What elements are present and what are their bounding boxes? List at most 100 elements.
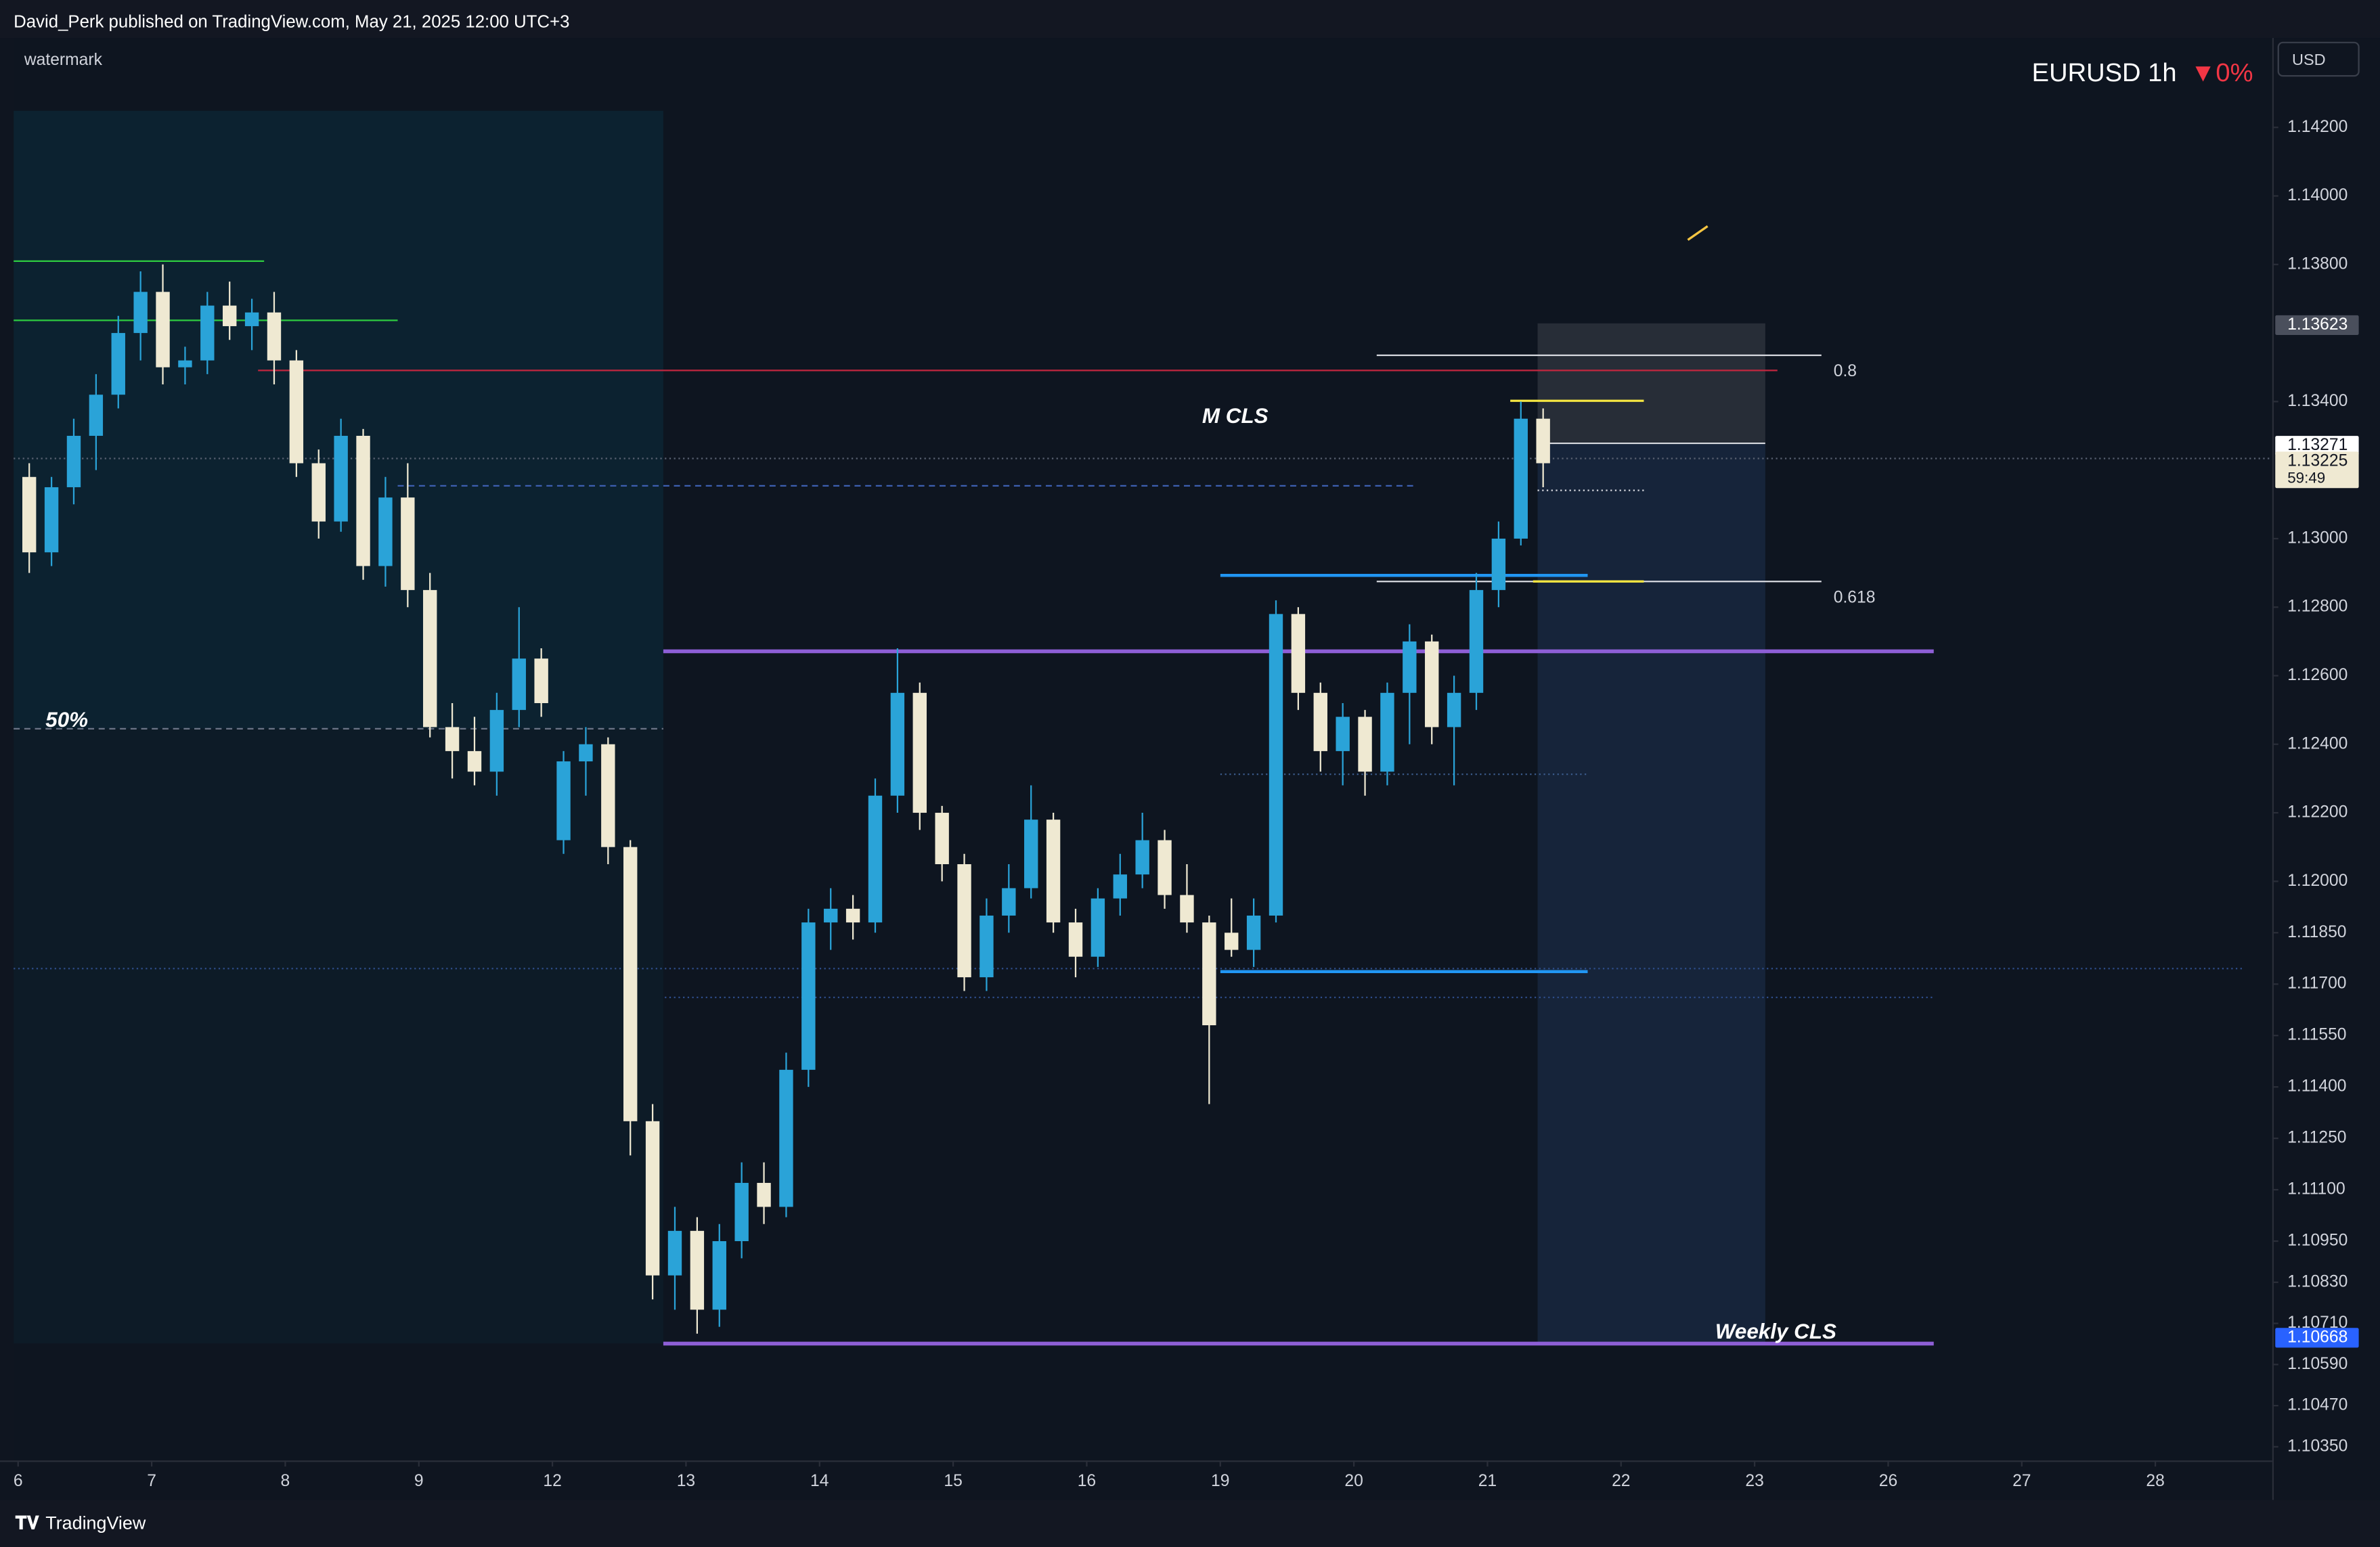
- candle-body: [356, 436, 370, 566]
- candle-body: [1246, 915, 1261, 950]
- x-tick-label: 23: [1745, 1472, 1763, 1490]
- drawing: [1687, 225, 1709, 241]
- footer-bar: [0, 1500, 2380, 1547]
- y-tick-label: 1.12000: [2287, 872, 2348, 890]
- candle-body: [1514, 418, 1528, 539]
- candle-body: [1380, 692, 1394, 772]
- y-tick-label: 1.12600: [2287, 666, 2348, 684]
- candle-body: [1180, 895, 1194, 923]
- candle-body: [556, 761, 571, 840]
- candle-body: [200, 305, 215, 361]
- candle-body: [1425, 641, 1439, 727]
- candle-body: [401, 497, 415, 590]
- candle-body: [1403, 641, 1417, 693]
- y-tick-label: 1.14200: [2287, 118, 2348, 136]
- candle-body: [801, 922, 816, 1070]
- y-tick-label: 1.12400: [2287, 734, 2348, 753]
- price-label: 1.10668: [2287, 1328, 2348, 1346]
- price-label-box: [2275, 315, 2359, 336]
- candle-body: [311, 463, 326, 522]
- x-tick-label: 21: [1478, 1472, 1497, 1490]
- candle-body: [534, 658, 548, 703]
- y-tick-label: 1.10950: [2287, 1232, 2348, 1250]
- y-tick-label: 1.10470: [2287, 1396, 2348, 1414]
- candle-body: [734, 1182, 749, 1242]
- fib-label: 0.8: [1834, 362, 1857, 380]
- candle-body: [779, 1069, 793, 1207]
- candle-body: [1225, 933, 1239, 950]
- x-tick-label: 12: [543, 1472, 561, 1490]
- candle-body: [1135, 840, 1149, 875]
- annotation: M CLS: [1202, 404, 1269, 428]
- candle-body: [579, 744, 593, 762]
- y-tick-label: 1.11250: [2287, 1129, 2346, 1147]
- x-tick-label: 13: [677, 1472, 695, 1490]
- candle-body: [979, 915, 994, 978]
- watermark: watermark: [24, 51, 103, 69]
- price-label: 1.13225: [2287, 452, 2348, 470]
- chart-title: EURUSD 1h: [2032, 58, 2177, 87]
- candle-body: [66, 436, 81, 487]
- x-tick-label: 28: [2146, 1472, 2164, 1490]
- candle-body: [690, 1230, 705, 1310]
- x-tick-label: 14: [810, 1472, 829, 1490]
- brand-logo: 𝐓𝐕: [15, 1512, 39, 1533]
- currency[interactable]: USD: [2292, 51, 2326, 68]
- candle-body: [156, 292, 170, 367]
- change: ▼0%: [2190, 58, 2253, 87]
- price-label-box: [2275, 436, 2359, 456]
- candle-body: [111, 333, 125, 395]
- x-tick-label: 22: [1612, 1472, 1630, 1490]
- candle-body: [623, 847, 638, 1121]
- candle-body: [1291, 614, 1306, 693]
- x-tick-label: 7: [147, 1472, 156, 1490]
- y-tick-label: 1.14000: [2287, 186, 2348, 204]
- candle-body: [890, 692, 905, 796]
- candle-body: [1313, 692, 1327, 751]
- candle-body: [712, 1241, 726, 1310]
- candle-body: [1447, 692, 1461, 727]
- candle-body: [1536, 418, 1550, 464]
- candle-body: [645, 1121, 660, 1276]
- candle-body: [935, 813, 949, 865]
- candle-body: [489, 710, 504, 772]
- candle-body: [44, 487, 59, 553]
- currency-button[interactable]: [2277, 41, 2360, 77]
- candle-body: [445, 727, 460, 751]
- y-tick-label: 1.12800: [2287, 598, 2348, 616]
- y-tick-label: 1.13000: [2287, 529, 2348, 547]
- price-label-box: [2275, 1328, 2359, 1348]
- header-bar: [0, 0, 2380, 39]
- x-tick-label: 8: [281, 1472, 290, 1490]
- y-tick-label: 1.13400: [2287, 392, 2348, 410]
- countdown: 59:49: [2287, 470, 2325, 487]
- brand: TradingView: [45, 1512, 146, 1533]
- candle-body: [467, 750, 482, 772]
- candle-body: [667, 1230, 682, 1276]
- candle-body: [423, 589, 437, 727]
- candle-body: [957, 864, 971, 978]
- annotation: 50%: [45, 708, 88, 732]
- candle-body: [1336, 717, 1350, 751]
- candle-body: [1113, 874, 1127, 899]
- fib-label: 0.618: [1834, 588, 1876, 606]
- candle-body: [1269, 614, 1283, 916]
- candle-body: [133, 292, 148, 334]
- price-label-box: [2275, 451, 2359, 489]
- candle-body: [178, 360, 192, 367]
- zone-upper: [14, 110, 663, 729]
- y-tick-label: 1.12200: [2287, 803, 2348, 822]
- candle-body: [601, 744, 615, 847]
- target-zone: [1537, 443, 1765, 1344]
- x-tick-label: 9: [414, 1472, 424, 1490]
- y-tick-label: 1.13800: [2287, 254, 2348, 273]
- candle-body: [1202, 922, 1216, 1026]
- x-tick-label: 15: [944, 1472, 962, 1490]
- candle-body: [845, 908, 860, 923]
- y-tick-label: 1.10830: [2287, 1272, 2348, 1291]
- candle-body: [244, 312, 259, 326]
- publisher: David_Perk published on TradingView.com,…: [14, 12, 569, 31]
- candle-body: [1024, 820, 1038, 889]
